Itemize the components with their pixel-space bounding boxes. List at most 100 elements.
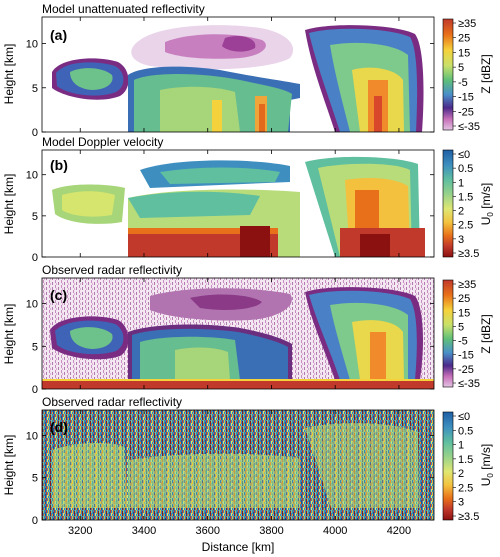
panel-a-colorbar-ticks: ≥35 25 15 5 -5 -15 -25 ≤-35 xyxy=(453,18,480,133)
colorbar-tick-label: 1.5 xyxy=(458,191,473,203)
colorbar-tick-label: 15 xyxy=(458,307,470,319)
panel-b-ylabel: Height [km] xyxy=(2,174,16,235)
y-tick-label: 0 xyxy=(32,252,38,264)
panel-a-ylabel: Height [km] xyxy=(2,44,16,105)
panel-a-title: Model unattenuated reflectivity xyxy=(42,2,205,16)
panel-c-left-anvil xyxy=(50,316,129,360)
colorbar-tick-label: ≥3.5 xyxy=(458,248,479,260)
colorbar-tick-label: 2.5 xyxy=(458,220,473,232)
panel-c-ylabel: Height [km] xyxy=(2,304,16,365)
panel-c-plot xyxy=(42,278,434,389)
panel-b-colorbar xyxy=(442,149,454,258)
y-tick-label: 0 xyxy=(32,127,38,139)
colorbar-tick-label: 2.5 xyxy=(458,482,473,494)
colorbar-tick-label: 3 xyxy=(458,234,464,246)
y-tick-label: 5 xyxy=(32,211,38,223)
panel-a-frame xyxy=(41,16,435,133)
colorbar-tick-label: -15 xyxy=(458,92,474,104)
colorbar-tick-label: ≥35 xyxy=(458,279,476,291)
colorbar-tick-label: -5 xyxy=(458,77,468,89)
panel-b-colorbar-ticks: ≤0 0.5 1 1.5 2 2.5 3 ≥3.5 xyxy=(453,149,479,260)
panel-c-axes: 0 5 10 xyxy=(26,278,434,396)
colorbar-tick-label: -5 xyxy=(458,336,468,348)
panel-c-colorbar xyxy=(442,279,454,388)
y-tick-label: 5 xyxy=(32,83,38,95)
panel-c-colorbar-label: Z [dBZ] xyxy=(479,314,493,353)
y-tick-label: 10 xyxy=(26,170,38,182)
colorbar-tick-label: 2 xyxy=(458,468,464,480)
panel-a-axes: 0 5 10 xyxy=(26,17,434,139)
x-tick-label: 3800 xyxy=(259,525,283,537)
y-tick-label: 10 xyxy=(26,299,38,311)
colorbar-tick-label: ≤-35 xyxy=(458,378,480,390)
colorbar-tick-label: ≤0 xyxy=(458,411,470,423)
panel-b-axes: 0 5 10 xyxy=(26,150,434,264)
panel-c-surface-clutter xyxy=(42,380,434,389)
x-tick-label: 3400 xyxy=(132,525,156,537)
panel-b-label: (b) xyxy=(50,157,68,173)
panel-b-colorbar-label-main: U xyxy=(479,217,493,226)
colorbar-tick-label: 1.5 xyxy=(458,454,473,466)
panel-d-surface-band xyxy=(42,508,434,520)
colorbar-tick-label: 15 xyxy=(458,47,470,59)
x-tick-label: 3200 xyxy=(68,525,92,537)
colorbar-tick-label: ≤0 xyxy=(458,149,470,161)
x-tick-label: 3600 xyxy=(195,525,219,537)
x-tick-label: 4000 xyxy=(323,525,347,537)
panel-d-axes: 0 5 10 3200 3400 3600 3800 4000 4200 xyxy=(26,410,434,537)
panel-a-colorbar xyxy=(442,18,454,131)
colorbar-tick-label: ≤-35 xyxy=(458,121,480,133)
panel-c-deep-convection xyxy=(305,287,423,380)
y-tick-label: 10 xyxy=(26,430,38,442)
panel-d-colorbar-label-main: U xyxy=(479,478,493,487)
panel-d-plot xyxy=(42,410,434,520)
colorbar-tick-label: -25 xyxy=(458,364,474,376)
panel-b-frame xyxy=(41,149,435,258)
colorbar-tick-label: ≥3.5 xyxy=(458,511,479,523)
x-axis-label: Distance [km] xyxy=(202,540,275,554)
panel-a-left-anvil xyxy=(52,58,129,100)
colorbar-tick-label: 1 xyxy=(458,440,464,452)
y-tick-label: 10 xyxy=(26,39,38,51)
panel-a-mid-cloud xyxy=(128,66,300,132)
colorbar-tick-label: 5 xyxy=(458,62,464,74)
y-tick-label: 0 xyxy=(32,515,38,527)
colorbar-tick-label: 25 xyxy=(458,33,470,45)
colorbar-tick-label: 0.5 xyxy=(458,425,473,437)
panel-d-frame xyxy=(41,409,435,521)
colorbar-tick-label: 5 xyxy=(458,321,464,333)
panel-c-label: (c) xyxy=(50,287,67,303)
panel-a-label: (a) xyxy=(50,27,67,43)
panel-d-title: Observed radar reflectivity xyxy=(42,395,182,409)
panel-b-title: Model Doppler velocity xyxy=(42,135,163,149)
panel-b-colorbar-label: U0 [m/s] xyxy=(479,183,495,225)
x-tick-label: 4200 xyxy=(387,525,411,537)
panel-b-plot xyxy=(42,150,434,257)
colorbar-tick-label: 2 xyxy=(458,206,464,218)
panel-d-ylabel: Height [km] xyxy=(2,435,16,496)
panel-a-upper-cloud xyxy=(131,25,294,70)
panel-d-colorbar xyxy=(442,411,454,521)
y-tick-label: 0 xyxy=(32,384,38,396)
colorbar-tick-label: -15 xyxy=(458,350,474,362)
colorbar-tick-label: 3 xyxy=(458,497,464,509)
panel-b-colorbar-label-unit: [m/s] xyxy=(479,183,493,212)
colorbar-tick-label: 25 xyxy=(458,293,470,305)
panel-d-colorbar-ticks: ≤0 0.5 1 1.5 2 2.5 3 ≥3.5 xyxy=(453,411,479,523)
panel-b-colorbar-label-sub: 0 xyxy=(486,212,495,217)
panel-a-colorbar-label: Z [dBZ] xyxy=(479,54,493,93)
panel-c-colorbar-ticks: ≥35 25 15 5 -5 -15 -25 ≤-35 xyxy=(453,279,480,390)
panel-c-mid-cloud xyxy=(128,324,292,380)
panel-a-plot xyxy=(42,17,434,132)
panel-a-deep-convection xyxy=(305,25,424,132)
y-tick-label: 5 xyxy=(32,473,38,485)
colorbar-tick-label: -25 xyxy=(458,106,474,118)
panel-c-title: Observed radar reflectivity xyxy=(42,263,182,277)
colorbar-tick-label: ≥35 xyxy=(458,18,476,30)
panel-d-colorbar-label: U0 [m/s] xyxy=(479,444,495,486)
panel-d-colorbar-label-unit: [m/s] xyxy=(479,444,493,473)
panel-d-colorbar-label-sub: 0 xyxy=(486,473,495,478)
y-tick-label: 5 xyxy=(32,341,38,353)
colorbar-tick-label: 1 xyxy=(458,177,464,189)
